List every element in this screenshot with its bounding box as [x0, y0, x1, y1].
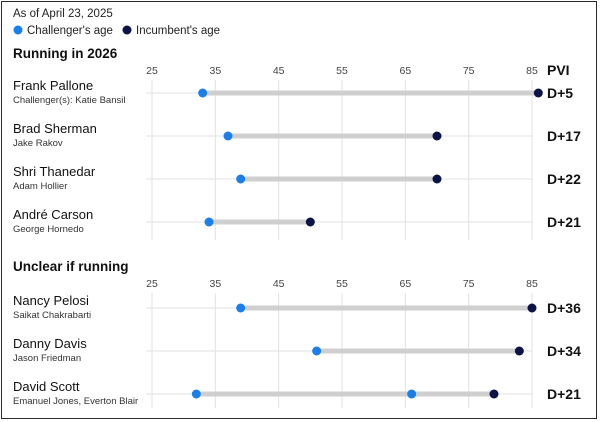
tick-label: 85	[526, 278, 538, 290]
tick-label: 35	[209, 278, 221, 290]
legend-incumbent-swatch	[122, 25, 132, 35]
tick-label: 65	[399, 278, 411, 290]
incumbent-age-dot	[527, 303, 537, 313]
gridlines	[146, 80, 533, 408]
incumbent-age-dot	[489, 389, 499, 399]
challenger-age-dot	[236, 174, 246, 184]
pvi-value: D+21	[547, 214, 581, 230]
section-title-unclear: Unclear if running	[13, 259, 129, 274]
chart-row: David Scott Emanuel Jones, Everton Blair D…	[13, 379, 581, 407]
legend: Challenger's age Incumbent's age	[13, 25, 220, 37]
legend-challenger-label: Challenger's age	[27, 25, 113, 37]
tick-label: 55	[336, 278, 348, 290]
incumbent-age-dot	[305, 217, 315, 227]
pvi-value: D+17	[547, 128, 581, 144]
axis-ticks: 25 35 45 55 65 75 85 25 35 45 55 65 75 85	[146, 65, 538, 290]
incumbent-age-dot	[514, 346, 524, 356]
chart-row: Brad Sherman Jake Rakov D+17	[13, 121, 581, 149]
chart-row: Frank Pallone Challenger(s): Katie Bansil…	[13, 78, 573, 106]
challenger-names: Jake Rakov	[13, 138, 63, 149]
tick-label: 25	[146, 65, 158, 77]
legend-challenger-swatch	[13, 25, 23, 35]
incumbent-name: Nancy Pelosi	[13, 293, 89, 308]
challenger-age-dot	[312, 346, 322, 356]
tick-label: 75	[463, 65, 475, 77]
as-of-date: As of April 23, 2025	[13, 8, 113, 20]
pvi-value: D+5	[547, 85, 573, 101]
chart-row: André Carson George Hornedo D+21	[13, 207, 581, 235]
pvi-header: PVI	[547, 62, 570, 78]
challenger-age-dot	[204, 217, 214, 227]
tick-label: 35	[209, 65, 221, 77]
chart-rows: Frank Pallone Challenger(s): Katie Bansil…	[13, 78, 581, 407]
incumbent-age-dot	[432, 131, 442, 141]
tick-label: 85	[526, 65, 538, 77]
challenger-age-dot	[236, 303, 246, 313]
pvi-value: D+21	[547, 386, 581, 402]
legend-incumbent-label: Incumbent's age	[136, 25, 220, 37]
challenger-names: George Hornedo	[13, 224, 84, 235]
challenger-age-dot	[407, 389, 417, 399]
tick-label: 75	[463, 278, 475, 290]
challenger-age-dot	[198, 88, 208, 98]
chart-row: Danny Davis Jason Friedman D+34	[13, 336, 581, 364]
incumbent-age-dot	[533, 88, 543, 98]
challenger-names: Challenger(s): Katie Bansil	[13, 95, 125, 106]
challenger-names: Jason Friedman	[13, 353, 81, 364]
pvi-value: D+36	[547, 300, 581, 316]
chart-row: Nancy Pelosi Saikat Chakrabarti D+36	[13, 293, 581, 321]
tick-label: 25	[146, 278, 158, 290]
chart-row: Shri Thanedar Adam Hollier D+22	[13, 164, 581, 192]
tick-label: 45	[273, 65, 285, 77]
challenger-names: Saikat Chakrabarti	[13, 310, 91, 321]
incumbent-name: André Carson	[13, 207, 93, 222]
tick-label: 45	[273, 278, 285, 290]
incumbent-name: Danny Davis	[13, 336, 87, 351]
tick-label: 65	[399, 65, 411, 77]
incumbent-name: David Scott	[13, 379, 80, 394]
incumbent-age-dot	[432, 174, 442, 184]
challenger-age-dot	[223, 131, 233, 141]
section-title-running: Running in 2026	[13, 46, 118, 61]
pvi-value: D+22	[547, 171, 581, 187]
challenger-names: Adam Hollier	[13, 181, 67, 192]
tick-label: 55	[336, 65, 348, 77]
challenger-age-dot	[191, 389, 201, 399]
incumbent-name: Frank Pallone	[13, 78, 93, 93]
pvi-value: D+34	[547, 343, 581, 359]
incumbent-name: Shri Thanedar	[13, 164, 96, 179]
challenger-names: Emanuel Jones, Everton Blair	[13, 396, 138, 407]
incumbent-name: Brad Sherman	[13, 121, 97, 136]
